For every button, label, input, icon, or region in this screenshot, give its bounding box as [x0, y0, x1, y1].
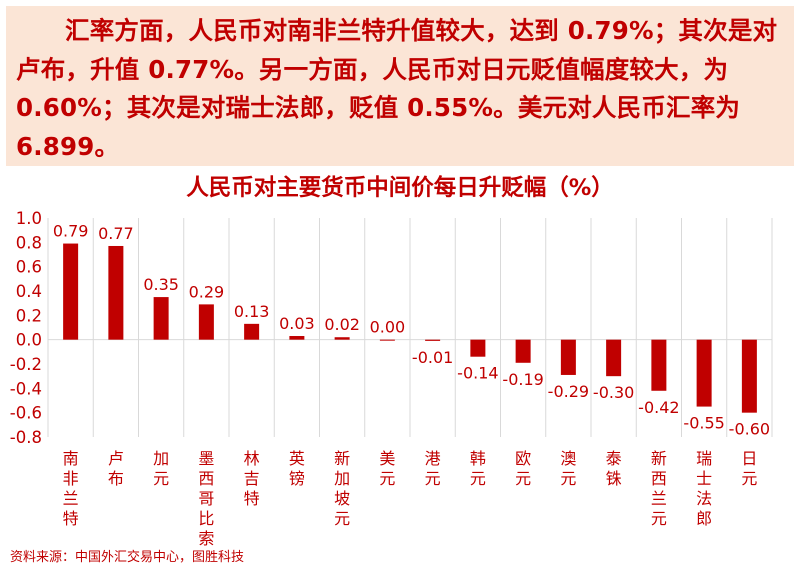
- y-tick-label: 1.0: [16, 209, 42, 228]
- bar: [334, 337, 350, 340]
- x-tick-label: 泰: [606, 449, 622, 468]
- data-label: 0.77: [98, 224, 134, 243]
- data-label: -0.42: [638, 398, 679, 417]
- data-label: -0.14: [457, 364, 498, 383]
- x-tick-label: 特: [63, 509, 79, 528]
- x-tick-label: 加: [153, 449, 169, 468]
- x-tick-label: 南: [63, 449, 79, 468]
- bar: [198, 304, 214, 340]
- x-tick-label: 英: [289, 449, 305, 468]
- x-tick-label: 比: [198, 509, 214, 528]
- bar: [560, 339, 576, 375]
- x-tick-label: 元: [560, 469, 576, 488]
- bar: [108, 245, 124, 340]
- x-tick-label: 西: [198, 469, 214, 488]
- x-tick-label: 墨: [198, 449, 214, 468]
- chart-title: 人民币对主要货币中间价每日升贬幅（%）: [186, 175, 614, 201]
- data-label: -0.60: [729, 420, 770, 439]
- bar: [470, 339, 486, 357]
- x-tick-label: 日: [741, 449, 757, 468]
- x-tick-label: 索: [198, 529, 214, 548]
- x-tick-label: 特: [244, 489, 260, 508]
- x-tick-label: 元: [425, 469, 441, 488]
- x-tick-label: 法: [696, 489, 712, 508]
- x-tick-label: 铢: [606, 469, 622, 488]
- x-tick-label: 港: [425, 449, 441, 468]
- x-tick-label: 新: [334, 449, 350, 468]
- x-tick-label: 元: [651, 509, 667, 528]
- y-tick-label: 0.6: [16, 258, 42, 277]
- data-label: -0.55: [683, 414, 724, 433]
- x-tick-label: 兰: [651, 489, 667, 508]
- bar: [696, 339, 712, 407]
- data-label: 0.29: [189, 282, 225, 301]
- x-tick-label: 兰: [63, 489, 79, 508]
- data-label: 0.79: [53, 222, 89, 241]
- x-tick-label: 元: [470, 469, 486, 488]
- x-tick-label: 林: [244, 449, 260, 468]
- y-tick-label: 0.8: [16, 233, 42, 252]
- bar: [379, 339, 395, 341]
- bar: [153, 297, 169, 340]
- x-tick-label: 美: [379, 449, 395, 468]
- source-note: 资料来源：中国外汇交易中心，图胜科技: [10, 550, 245, 565]
- x-tick-label: 镑: [289, 469, 305, 488]
- data-label: -0.19: [502, 370, 543, 389]
- bar: [741, 339, 757, 413]
- x-tick-label: 哥: [198, 489, 214, 508]
- x-tick-label: 郎: [696, 509, 712, 528]
- x-tick-label: 元: [741, 469, 757, 488]
- y-tick-label: -0.6: [10, 404, 42, 423]
- summary-text: 汇率方面，人民币对南非兰特升值较大，达到 0.79%；其次是对卢布，升值 0.7…: [16, 16, 778, 161]
- x-tick-label: 士: [696, 469, 712, 488]
- data-label: 0.02: [324, 315, 360, 334]
- y-tick-label: 0.0: [16, 331, 42, 350]
- data-label: -0.01: [412, 348, 453, 367]
- x-tick-label: 欧: [515, 449, 531, 468]
- x-tick-label: 元: [153, 469, 169, 488]
- x-tick-label: 西: [651, 469, 667, 488]
- y-tick-label: 0.4: [16, 282, 42, 301]
- bar: [244, 323, 260, 340]
- bar: [425, 339, 441, 341]
- x-tick-label: 元: [334, 509, 350, 528]
- x-tick-label: 坡: [334, 489, 350, 508]
- x-tick-label: 瑞: [696, 449, 712, 468]
- bar: [606, 339, 622, 377]
- data-label: 0.13: [234, 302, 270, 321]
- y-tick-label: -0.8: [10, 428, 42, 447]
- x-tick-label: 新: [651, 449, 667, 468]
- x-tick-label: 布: [108, 469, 124, 488]
- x-tick-label: 韩: [470, 449, 486, 468]
- x-tick-label: 卢: [108, 449, 124, 468]
- x-tick-label: 吉: [244, 469, 260, 488]
- x-tick-label: 澳: [560, 449, 576, 468]
- bar: [651, 339, 667, 391]
- data-label: -0.29: [548, 382, 589, 401]
- x-tick-label: 加: [334, 469, 350, 488]
- bar: [63, 243, 79, 340]
- y-tick-label: -0.4: [10, 379, 42, 398]
- data-label: 0.00: [370, 318, 406, 337]
- data-label: 0.03: [279, 314, 315, 333]
- x-tick-label: 元: [515, 469, 531, 488]
- x-tick-label: 元: [379, 469, 395, 488]
- x-tick-label: 非: [63, 469, 79, 488]
- y-tick-label: 0.2: [16, 306, 42, 325]
- data-label: -0.30: [593, 383, 634, 402]
- data-label: 0.35: [143, 275, 179, 294]
- summary-box: 汇率方面，人民币对南非兰特升值较大，达到 0.79%；其次是对卢布，升值 0.7…: [6, 6, 794, 166]
- bar: [289, 336, 305, 340]
- y-tick-label: -0.2: [10, 355, 42, 374]
- bar: [515, 339, 531, 363]
